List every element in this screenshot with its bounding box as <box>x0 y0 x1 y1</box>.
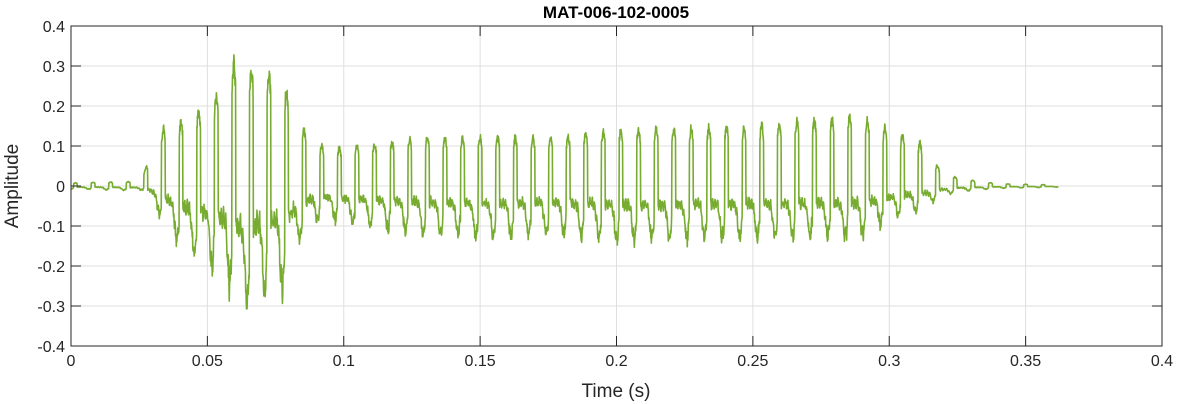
y-tick-label: -0.3 <box>37 299 65 316</box>
x-tick-label: 0.3 <box>878 353 900 370</box>
y-tick-label: 0.1 <box>43 139 65 156</box>
x-tick-label: 0 <box>67 353 76 370</box>
x-tick-label: 0.15 <box>465 353 496 370</box>
x-tick-label: 0.4 <box>1151 353 1173 370</box>
y-tick-label: 0.4 <box>43 19 65 36</box>
y-tick-label: -0.4 <box>37 339 65 356</box>
x-tick-label: 0.1 <box>333 353 355 370</box>
x-tick-label: 0.2 <box>605 353 627 370</box>
x-tick-label: 0.35 <box>1010 353 1041 370</box>
x-tick-label: 0.25 <box>737 353 768 370</box>
y-tick-label: -0.1 <box>37 219 65 236</box>
y-tick-label: -0.2 <box>37 259 65 276</box>
y-tick-label: 0.3 <box>43 59 65 76</box>
waveform-series-line <box>70 54 1059 310</box>
y-tick-label: 0 <box>56 179 65 196</box>
x-tick-labels: 0 0.05 0.1 0.15 0.2 0.25 0.3 0.35 0.4 <box>67 353 1174 370</box>
tick-marks <box>70 25 1163 347</box>
y-tick-label: 0.2 <box>43 99 65 116</box>
y-axis-label: Amplitude <box>2 144 23 229</box>
series-layer <box>70 54 1059 310</box>
x-tick-label: 0.05 <box>192 353 223 370</box>
x-axis-label: Time (s) <box>582 381 651 402</box>
chart-title: MAT-006-102-0005 <box>543 3 689 22</box>
y-tick-labels: 0.4 0.3 0.2 0.1 0 -0.1 -0.2 -0.3 -0.4 <box>37 19 65 356</box>
